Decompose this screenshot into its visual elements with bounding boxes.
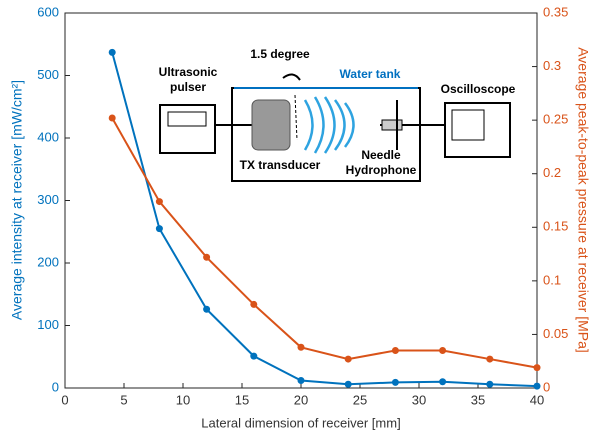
data-point (108, 48, 116, 56)
data-point (344, 355, 352, 363)
y2-tick-label: 0.05 (543, 326, 568, 341)
x-axis-label: Lateral dimension of receiver [mm] (201, 415, 400, 430)
y2-axis-label: Average peak-to-peak pressure at receive… (575, 47, 591, 353)
x-tick-label: 0 (61, 392, 68, 407)
y-tick-label: 600 (37, 4, 59, 19)
annotation: Needle (361, 148, 401, 162)
annotation: Ultrasonic (159, 65, 218, 79)
data-point (486, 380, 494, 388)
x-tick-label: 25 (353, 392, 367, 407)
annotation: 1.5 degree (250, 47, 310, 61)
data-point (155, 198, 163, 206)
x-tick-label: 5 (120, 392, 127, 407)
data-point (344, 380, 352, 388)
annotation: Water tank (340, 67, 401, 81)
data-point (391, 378, 399, 386)
data-point (533, 364, 541, 372)
angle-line (294, 94, 298, 141)
y-tick-label: 300 (37, 192, 59, 207)
data-point (203, 305, 211, 313)
y-tick-label: 500 (37, 67, 59, 82)
y2-tick-label: 0.25 (543, 112, 568, 127)
annotation: Oscilloscope (441, 82, 516, 96)
data-point (155, 225, 163, 233)
y-tick-label: 400 (37, 129, 59, 144)
annotation: pulser (170, 80, 206, 94)
y-tick-label: 200 (37, 254, 59, 269)
transducer (251, 99, 291, 151)
hydrophone (381, 119, 403, 131)
y-axis-label: Average intensity at receiver [mW/cm²] (9, 80, 25, 320)
data-point (486, 355, 494, 363)
data-point (250, 300, 258, 308)
y2-tick-label: 0.35 (543, 4, 568, 19)
x-tick-label: 20 (294, 392, 308, 407)
x-tick-label: 35 (471, 392, 485, 407)
plot-frame (64, 12, 538, 389)
x-tick-label: 30 (412, 392, 426, 407)
data-point (391, 347, 399, 354)
y-tick-label: 0 (52, 379, 59, 394)
pulser-screen (167, 111, 207, 127)
y2-tick-label: 0 (543, 379, 550, 394)
oscilloscope-screen (451, 109, 485, 141)
data-point (439, 347, 447, 354)
data-point (533, 382, 541, 390)
y2-tick-label: 0.15 (543, 219, 568, 234)
x-tick-label: 10 (176, 392, 190, 407)
data-point (297, 343, 305, 351)
y2-tick-label: 0.3 (543, 58, 561, 73)
y-tick-label: 100 (37, 317, 59, 332)
data-point (297, 377, 305, 384)
series-line (111, 52, 538, 388)
y2-tick-label: 0.2 (543, 165, 561, 180)
waves (303, 96, 355, 154)
data-point (203, 253, 211, 261)
annotation: Hydrophone (346, 163, 417, 177)
data-point (108, 114, 116, 122)
annotation: TX transducer (240, 158, 321, 172)
data-point (439, 378, 447, 386)
data-point (250, 352, 258, 360)
setup-diagram: 1.5 degree Ultrasonic pulser Water tank … (159, 47, 516, 182)
angle-arrow (282, 73, 301, 81)
y2-tick-label: 0.1 (543, 272, 561, 287)
x-tick-label: 15 (235, 392, 249, 407)
series-line (111, 117, 538, 369)
x-tick-label: 40 (530, 392, 544, 407)
